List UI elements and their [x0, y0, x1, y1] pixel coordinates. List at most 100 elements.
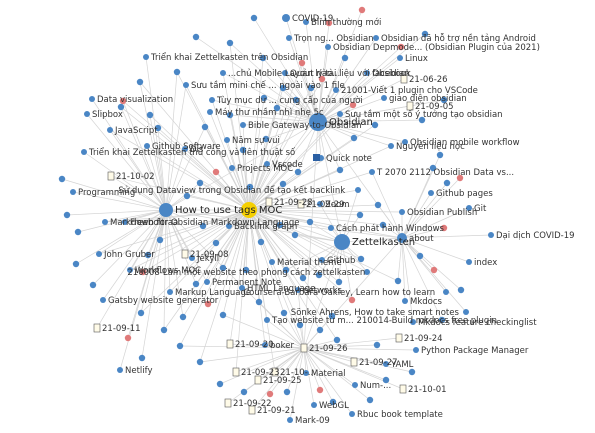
graph-node-webgl[interactable]	[311, 402, 317, 408]
graph-node[interactable]	[356, 211, 364, 219]
graph-node[interactable]	[154, 124, 162, 132]
graph-node-obsidian[interactable]	[309, 113, 327, 131]
daily-note-icon[interactable]	[297, 199, 305, 209]
graph-node-obsidiandepmode[interactable]	[325, 44, 331, 50]
daily-note-icon[interactable]	[271, 367, 279, 377]
graph-node[interactable]	[358, 6, 366, 14]
graph-node[interactable]	[291, 231, 299, 239]
graph-node[interactable]	[239, 146, 247, 154]
graph-node[interactable]	[307, 84, 315, 92]
graph-node[interactable]	[226, 39, 234, 47]
graph-node[interactable]	[341, 54, 349, 62]
graph-node-freeboltraa[interactable]	[122, 219, 128, 225]
daily-note-icon[interactable]	[224, 398, 232, 408]
graph-node-linux[interactable]	[397, 55, 403, 61]
daily-note-icon[interactable]	[395, 333, 403, 343]
graph-node[interactable]	[89, 281, 97, 289]
graph-node[interactable]	[279, 180, 287, 188]
graph-node-obsidianpublish[interactable]	[399, 209, 405, 215]
graph-node-git[interactable]	[466, 205, 472, 211]
graph-node[interactable]	[196, 358, 204, 366]
graph-node-githubsw[interactable]	[144, 143, 150, 149]
graph-node[interactable]	[196, 179, 204, 187]
graph-node[interactable]	[282, 266, 290, 274]
graph-node[interactable]	[240, 388, 248, 396]
graph-node[interactable]	[139, 268, 147, 276]
graph-node[interactable]	[250, 14, 258, 22]
graph-node-backlinkgraph[interactable]	[226, 223, 232, 229]
graph-node[interactable]	[335, 278, 343, 286]
graph-node-taowebsite[interactable]	[264, 317, 270, 323]
graph-node-giaodien[interactable]	[381, 95, 387, 101]
graph-node[interactable]	[416, 252, 424, 260]
graph-node[interactable]	[63, 211, 71, 219]
graph-node[interactable]	[204, 300, 212, 308]
graph-node-markuplang[interactable]	[167, 289, 173, 295]
graph-node[interactable]	[219, 264, 227, 272]
graph-node[interactable]	[160, 326, 168, 334]
graph-node-courseraoakley[interactable]	[443, 289, 449, 295]
graph-node-material[interactable]	[303, 370, 309, 376]
graph-node[interactable]	[350, 134, 358, 142]
graph-node-x2112[interactable]	[369, 169, 375, 175]
graph-node[interactable]	[440, 224, 448, 232]
graph-node-about[interactable]	[397, 233, 407, 243]
graph-node-vscode[interactable]	[264, 161, 270, 167]
graph-node[interactable]	[262, 135, 270, 143]
graph-node[interactable]	[408, 368, 416, 376]
daily-note-icon[interactable]	[300, 343, 308, 353]
graph-node[interactable]	[329, 398, 337, 406]
graph-node[interactable]	[259, 54, 267, 62]
graph-node[interactable]	[456, 174, 464, 182]
graph-node[interactable]	[374, 201, 382, 209]
graph-node-dichcovid[interactable]	[488, 232, 494, 238]
graph-node-index[interactable]	[466, 259, 472, 265]
graph-node[interactable]	[443, 179, 451, 187]
graph-node[interactable]	[212, 239, 220, 247]
graph-node[interactable]	[316, 326, 324, 334]
graph-node[interactable]	[429, 164, 437, 172]
graph-node[interactable]	[72, 260, 80, 268]
graph-node[interactable]	[333, 336, 341, 344]
graph-node[interactable]	[382, 376, 390, 384]
graph-node-zoom[interactable]	[317, 201, 323, 207]
graph-node[interactable]	[379, 221, 387, 229]
graph-node[interactable]	[373, 341, 381, 349]
graph-node[interactable]	[173, 68, 181, 76]
graph-node[interactable]	[315, 271, 323, 279]
graph-node-dataview[interactable]	[355, 187, 361, 193]
graph-node[interactable]	[298, 59, 306, 67]
graph-node-hub[interactable]	[241, 202, 257, 218]
graph-node[interactable]	[146, 111, 154, 119]
graph-node[interactable]	[280, 309, 288, 317]
graph-node-slipbox[interactable]	[84, 111, 90, 117]
graph-node[interactable]	[255, 298, 263, 306]
graph-node[interactable]	[336, 166, 344, 174]
graph-node-x210008[interactable]	[364, 269, 370, 275]
graph-node-datatn[interactable]	[220, 70, 226, 76]
graph-node-projectsmoc[interactable]	[229, 165, 235, 171]
graph-node[interactable]	[397, 43, 405, 51]
graph-node-mobilewf[interactable]	[402, 139, 408, 145]
graph-node[interactable]	[306, 218, 314, 226]
graph-node[interactable]	[219, 311, 227, 319]
graph-node[interactable]	[192, 280, 200, 288]
graph-node-rbook[interactable]	[349, 411, 355, 417]
graph-node-githubpages[interactable]	[428, 190, 434, 196]
graph-node[interactable]	[294, 168, 302, 176]
graph-node[interactable]	[436, 151, 444, 159]
graph-node[interactable]	[318, 75, 326, 83]
graph-node[interactable]	[299, 274, 307, 282]
graph-node-htmllang[interactable]	[239, 285, 245, 291]
graph-node-nguyenlieu[interactable]	[388, 143, 394, 149]
graph-node-mkdocsfeature[interactable]	[410, 319, 416, 325]
graph-node[interactable]	[371, 121, 379, 129]
graph-node[interactable]	[292, 96, 300, 104]
graph-node[interactable]	[273, 104, 281, 112]
graph-node[interactable]	[216, 380, 224, 388]
graph-node[interactable]	[136, 78, 144, 86]
graph-node-namsuvui[interactable]	[224, 137, 230, 143]
graph-node-workflowsmoc[interactable]	[127, 267, 133, 273]
graph-node-tron[interactable]	[286, 35, 292, 41]
